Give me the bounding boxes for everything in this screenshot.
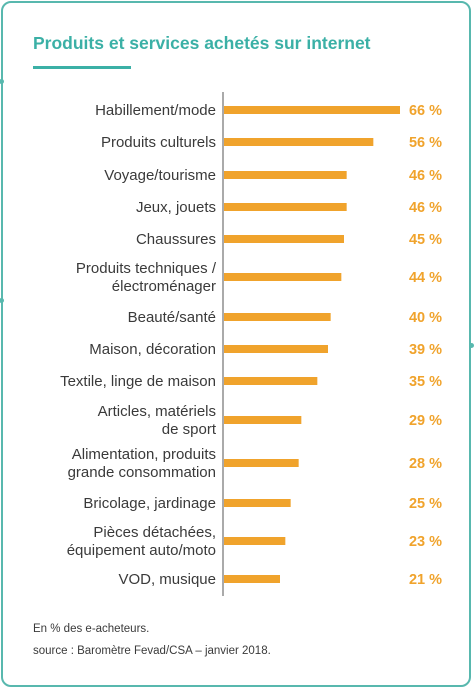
frame-dot-right-middle bbox=[469, 343, 474, 348]
category-label: VOD, musique bbox=[118, 571, 216, 588]
value-label: 45 % bbox=[409, 232, 442, 248]
value-label: 35 % bbox=[409, 374, 442, 390]
value-label: 40 % bbox=[409, 310, 442, 326]
bar bbox=[224, 499, 291, 507]
value-label: 29 % bbox=[409, 413, 442, 429]
bar bbox=[224, 377, 318, 385]
category-label: Beauté/santé bbox=[128, 309, 216, 326]
frame-dot-left-middle bbox=[0, 298, 4, 303]
category-label: Maison, décoration bbox=[89, 341, 216, 358]
value-label: 21 % bbox=[409, 572, 442, 588]
value-label: 25 % bbox=[409, 496, 442, 512]
category-label: Pièces détachées, équipement auto/moto bbox=[67, 524, 216, 559]
frame-dot-left-top bbox=[0, 79, 4, 84]
bar bbox=[224, 273, 342, 281]
title-underline bbox=[33, 66, 131, 69]
value-label: 66 % bbox=[409, 103, 442, 119]
value-label: 44 % bbox=[409, 270, 442, 286]
bar bbox=[224, 345, 328, 353]
bar bbox=[224, 138, 374, 146]
category-label: Jeux, jouets bbox=[136, 199, 216, 216]
category-label: Habillement/mode bbox=[95, 102, 216, 119]
chart-title: Produits et services achetés sur interne… bbox=[33, 33, 371, 53]
value-label: 28 % bbox=[409, 456, 442, 472]
bar bbox=[224, 416, 302, 424]
bar bbox=[224, 537, 286, 545]
category-label: Bricolage, jardinage bbox=[83, 495, 216, 512]
category-label: Textile, linge de maison bbox=[60, 373, 216, 390]
value-label: 23 % bbox=[409, 534, 442, 550]
bar bbox=[224, 106, 400, 114]
category-label: Chaussures bbox=[136, 231, 216, 248]
chart-source: source : Baromètre Fevad/CSA – janvier 2… bbox=[33, 645, 271, 657]
category-label: Produits culturels bbox=[101, 134, 216, 151]
value-label: 39 % bbox=[409, 342, 442, 358]
category-label: Voyage/tourisme bbox=[104, 167, 216, 184]
bar bbox=[224, 203, 347, 211]
value-label: 46 % bbox=[409, 168, 442, 184]
bar bbox=[224, 575, 280, 583]
bar bbox=[224, 459, 299, 467]
value-label: 56 % bbox=[409, 135, 442, 151]
bar bbox=[224, 171, 347, 179]
bar bbox=[224, 313, 331, 321]
category-label: Articles, matériels de sport bbox=[98, 403, 217, 438]
chart-footnote: En % des e-acheteurs. bbox=[33, 623, 150, 635]
category-label: Produits techniques / électroménager bbox=[76, 260, 217, 295]
bar bbox=[224, 235, 344, 243]
value-label: 46 % bbox=[409, 200, 442, 216]
category-label: Alimentation, produits grande consommatio… bbox=[68, 446, 216, 481]
